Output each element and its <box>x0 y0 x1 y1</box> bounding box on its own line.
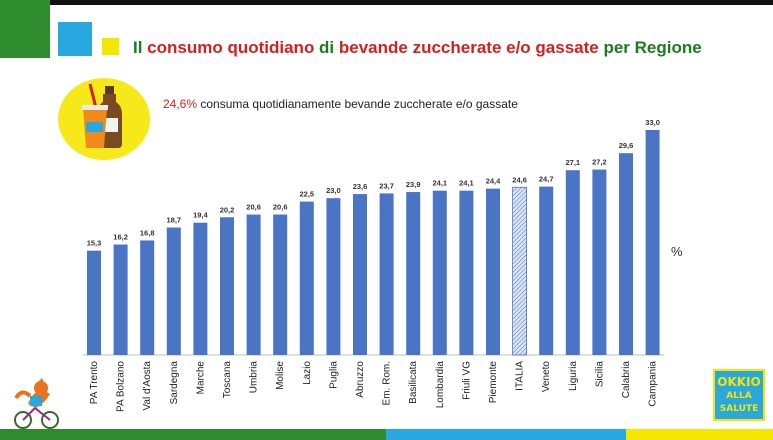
bar <box>539 186 554 355</box>
category-label: Friuli VG <box>461 361 472 400</box>
bar <box>220 217 234 355</box>
bar <box>432 190 447 355</box>
category-label: Marche <box>195 361 206 395</box>
category-label: Puglia <box>328 361 339 389</box>
bottom-yellow-bar <box>626 429 773 440</box>
value-label: 23,7 <box>379 181 394 190</box>
value-label: 29,6 <box>619 141 634 150</box>
category-label: Lazio <box>302 361 313 385</box>
blue-square <box>58 22 92 56</box>
value-label: 27,1 <box>565 158 580 167</box>
value-label: 24,6 <box>512 175 527 184</box>
value-label: 16,2 <box>113 233 128 242</box>
value-label: 23,6 <box>353 182 368 191</box>
title-part-4: bevande zuccherate e/o gassate <box>338 38 599 57</box>
unit-label: % <box>671 244 683 259</box>
category-label: Abruzzo <box>355 361 366 398</box>
logo-line-3: SALUTE <box>719 404 759 414</box>
value-label: 22,5 <box>299 190 314 199</box>
bar <box>459 190 474 355</box>
chart-subtitle: 24,6% consuma quotidianamente bevande zu… <box>163 97 518 111</box>
value-label: 20,2 <box>220 205 235 214</box>
bar <box>512 186 527 356</box>
bottom-blue-bar <box>386 429 626 440</box>
category-label: Veneto <box>541 361 552 393</box>
okkio-alla-salute-logo: OKKIO ALLA SALUTE <box>713 369 765 421</box>
value-label: 20,6 <box>273 203 288 212</box>
bar <box>273 214 288 355</box>
category-label: Liguria <box>568 361 579 391</box>
bar <box>565 170 580 355</box>
value-label: 20,6 <box>246 203 261 212</box>
soda-bottle-and-cup-icon <box>58 78 150 160</box>
bar <box>353 194 367 355</box>
bar <box>140 240 155 355</box>
bar <box>406 192 421 355</box>
category-label: Toscana <box>222 361 233 399</box>
value-label: 24,7 <box>539 175 554 184</box>
bar <box>166 227 181 355</box>
yellow-square <box>102 38 119 55</box>
top-rule <box>0 0 773 5</box>
value-label: 24,4 <box>486 177 501 186</box>
value-label: 23,9 <box>406 180 421 189</box>
category-label: Piemonte <box>488 361 499 404</box>
subtitle-highlight: 24,6% <box>163 97 198 111</box>
corner-green-block <box>0 0 50 58</box>
title-part-3: di <box>314 38 339 57</box>
title-part-5: per Regione <box>598 38 702 57</box>
value-label: 23,0 <box>326 186 341 195</box>
value-label: 19,4 <box>193 211 208 220</box>
bar <box>87 250 101 355</box>
category-label: Campania <box>648 361 659 407</box>
bar <box>326 198 341 355</box>
category-label: Sardegna <box>169 361 180 405</box>
value-label: 24,1 <box>459 179 474 188</box>
category-label: ITALIA <box>515 361 526 391</box>
category-label: Lombardia <box>435 361 446 409</box>
value-label: 33,0 <box>645 118 660 127</box>
bar <box>592 169 607 355</box>
bar <box>113 244 128 355</box>
value-label: 24,1 <box>432 179 447 188</box>
bar <box>193 222 208 355</box>
title-part-1: Il <box>133 38 148 57</box>
logo-line-1: OKKIO <box>717 375 761 389</box>
value-label: 18,7 <box>166 216 181 225</box>
value-label: 15,3 <box>87 239 102 248</box>
bottom-green-bar <box>0 429 386 440</box>
bar <box>486 188 500 355</box>
category-label: PA Trento <box>89 361 100 405</box>
bar <box>379 193 394 355</box>
title-part-2: consumo quotidiano <box>147 38 315 57</box>
category-label: Calabria <box>621 361 632 399</box>
category-label: Sicilia <box>594 361 605 388</box>
category-label: PA Bolzano <box>116 361 127 412</box>
subtitle-text: consuma quotidianamente bevande zucchera… <box>197 97 518 111</box>
page-title: Il consumo quotidiano di bevande zuccher… <box>133 38 702 58</box>
category-label: Umbria <box>249 361 260 394</box>
value-label: 27,2 <box>592 158 607 167</box>
fox-on-bicycle-icon <box>8 372 68 435</box>
value-label: 16,8 <box>140 228 155 237</box>
category-label: Val d'Aosta <box>142 361 153 411</box>
category-label: Em. Rom. <box>382 361 393 405</box>
bar <box>619 153 633 355</box>
category-label: Molise <box>275 361 286 390</box>
category-label: Basilicata <box>408 361 419 404</box>
bar <box>645 130 660 355</box>
bar <box>299 201 314 355</box>
logo-line-2: ALLA <box>726 391 752 401</box>
bar <box>246 214 261 355</box>
